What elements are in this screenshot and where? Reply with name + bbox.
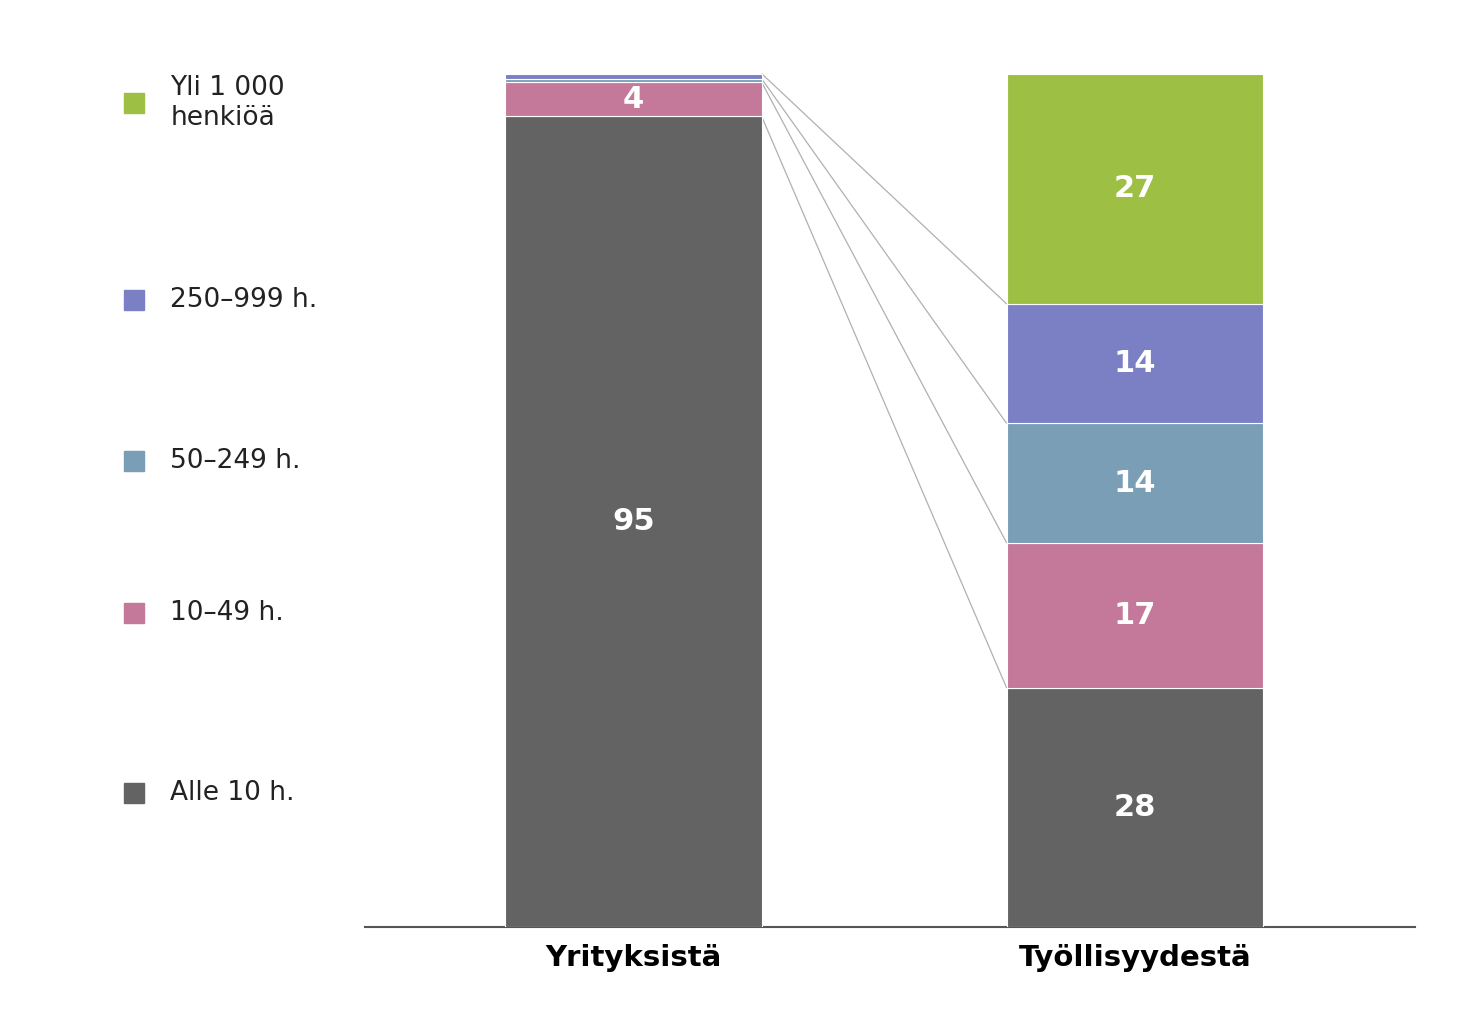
Text: 10–49 h.: 10–49 h. xyxy=(171,600,285,626)
Text: 4: 4 xyxy=(623,84,643,113)
Bar xyxy=(1007,304,1263,423)
Text: 14: 14 xyxy=(1113,469,1157,497)
Text: 28: 28 xyxy=(1113,793,1157,822)
Text: 27: 27 xyxy=(1115,174,1156,203)
Text: Yli 1 000
henkiöä: Yli 1 000 henkiöä xyxy=(171,74,285,131)
Bar xyxy=(505,82,762,116)
Bar xyxy=(505,78,762,82)
Text: 95: 95 xyxy=(611,507,655,537)
Bar xyxy=(505,73,762,78)
Bar xyxy=(1007,73,1263,304)
Text: 17: 17 xyxy=(1113,600,1157,630)
Text: 14: 14 xyxy=(1113,349,1157,378)
Bar xyxy=(1007,688,1263,927)
Bar xyxy=(1007,543,1263,688)
Bar xyxy=(1007,423,1263,543)
Bar xyxy=(505,116,762,927)
Text: 50–249 h.: 50–249 h. xyxy=(171,448,301,474)
Text: 250–999 h.: 250–999 h. xyxy=(171,286,318,313)
Text: Alle 10 h.: Alle 10 h. xyxy=(171,780,295,805)
